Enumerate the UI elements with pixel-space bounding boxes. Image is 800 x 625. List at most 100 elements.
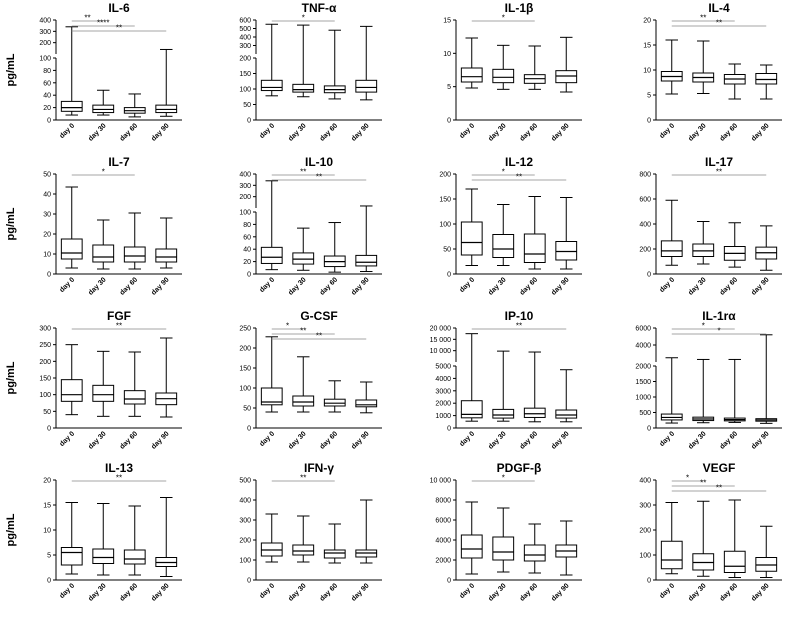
y-tick-label: 0 <box>647 426 651 433</box>
iqr-box <box>523 233 546 263</box>
box-day-30: day 30 <box>487 204 515 297</box>
y-tick-label: 10 <box>443 51 451 58</box>
y-tick-label: 50 <box>443 247 451 254</box>
box-day-0: day 0 <box>459 501 483 600</box>
significance-label: * <box>502 168 505 177</box>
iqr-box <box>92 104 115 114</box>
iqr-box <box>260 246 283 264</box>
y-tick-label: 0 <box>647 118 651 125</box>
iqr-box <box>355 254 378 267</box>
x-tick-label: day 90 <box>150 276 170 296</box>
significance-label: ** <box>84 14 90 23</box>
y-tick-label: 0 <box>647 578 651 585</box>
significance-label: * <box>502 474 505 483</box>
box-day-30: day 30 <box>687 500 715 603</box>
iqr-box <box>660 540 683 570</box>
iqr-box <box>755 73 778 85</box>
x-tick-label: day 90 <box>350 582 370 602</box>
box-day-60: day 60 <box>119 93 146 143</box>
y-tick-label: 1000 <box>435 413 451 420</box>
x-tick-label: day 0 <box>59 276 77 294</box>
y-tick-label: 5 <box>447 84 451 91</box>
x-tick-label: day 90 <box>550 276 570 296</box>
y-tick-label: 400 <box>639 478 651 485</box>
iqr-box <box>292 544 315 556</box>
x-tick-label: day 90 <box>550 122 570 142</box>
iqr-box <box>492 408 515 419</box>
y-tick-label: 5000 <box>435 364 451 371</box>
y-tick-label: 300 <box>39 326 51 333</box>
box-day-0: day 0 <box>459 37 483 140</box>
box-day-90: day 90 <box>750 64 778 143</box>
y-tick-label: 10 <box>43 252 51 259</box>
x-tick-label: day 0 <box>59 430 77 448</box>
y-tick-label: 40 <box>43 192 51 199</box>
y-tick-label: 0 <box>647 272 651 279</box>
y-tick-label: 100 <box>239 386 251 393</box>
box-day-60: day 60 <box>719 358 746 451</box>
panel-title: IL-7 <box>108 155 130 169</box>
y-tick-label: 400 <box>639 222 651 229</box>
box-day-0: day 0 <box>659 39 683 140</box>
y-tick-label: 1500 <box>635 379 651 386</box>
x-tick-label: day 60 <box>519 276 539 296</box>
iqr-box <box>460 400 483 419</box>
x-tick-label: day 90 <box>750 276 770 296</box>
iqr-box <box>260 387 283 406</box>
significance-label: **** <box>97 19 109 28</box>
x-tick-label: day 30 <box>287 276 307 296</box>
x-tick-label: day 0 <box>259 276 277 294</box>
iqr-box <box>60 547 83 566</box>
panel-title: IL-1β <box>505 1 534 15</box>
box-day-30: day 30 <box>487 350 515 451</box>
significance-label: ** <box>716 484 722 493</box>
x-tick-label: day 60 <box>319 430 339 450</box>
panel-pdgf-: PDGF-β 0 2000 4000 6000 8000 10 000 day 0 day 30… <box>430 461 582 603</box>
iqr-box <box>60 379 83 402</box>
x-tick-label: day 0 <box>259 582 277 600</box>
significance-label: ** <box>516 173 522 182</box>
y-tick-label: 100 <box>639 553 651 560</box>
box-day-30: day 30 <box>87 503 115 603</box>
x-tick-label: day 30 <box>87 122 107 142</box>
significance-label: * <box>102 168 105 177</box>
y-tick-label: 10 000 <box>430 478 452 485</box>
box-day-90: day 90 <box>350 499 378 603</box>
x-tick-label: day 0 <box>459 122 477 140</box>
significance-label: ** <box>116 24 122 33</box>
x-tick-label: day 60 <box>719 276 739 296</box>
box-day-30: day 30 <box>287 515 315 603</box>
box-day-60: day 60 <box>719 222 746 297</box>
y-tick-label: 300 <box>39 29 51 36</box>
y-tick-label: 50 <box>243 406 251 413</box>
y-tick-label: 5 <box>647 93 651 100</box>
box-day-60: day 60 <box>719 63 746 143</box>
y-tick-label: 150 <box>239 366 251 373</box>
y-tick-label: 100 <box>39 392 51 399</box>
box-day-60: day 60 <box>119 505 146 603</box>
significance-label: ** <box>316 332 322 341</box>
x-tick-label: day 30 <box>687 122 707 142</box>
box-day-90: day 90 <box>350 25 378 143</box>
y-tick-label: 20 <box>43 232 51 239</box>
box-day-30: day 30 <box>687 221 715 297</box>
y-tick-label: 600 <box>239 18 251 25</box>
y-tick-label: 200 <box>439 172 451 179</box>
box-day-0: day 0 <box>259 513 283 600</box>
y-tick-label: 0 <box>447 118 451 125</box>
x-tick-label: day 30 <box>687 582 707 602</box>
y-tick-label: 0 <box>47 578 51 585</box>
y-tick-label: 200 <box>239 56 251 63</box>
y-tick-label: 10 <box>43 528 51 535</box>
box-day-0: day 0 <box>59 502 83 600</box>
x-tick-label: day 60 <box>119 122 139 142</box>
iqr-box <box>492 536 515 561</box>
box-day-30: day 30 <box>87 89 115 143</box>
y-tick-label: 600 <box>639 197 651 204</box>
y-tick-label: 300 <box>639 503 651 510</box>
iqr-box <box>292 395 315 407</box>
panel-ifn-: IFN-γ 0 100 200 300 400 500 day 0 day 30 day 60 da… <box>239 461 382 603</box>
panel-il-7: IL-7 0 10 20 30 40 50 day 0 day 30 day 60 day 90 * <box>43 155 182 297</box>
significance-label: ** <box>316 173 322 182</box>
